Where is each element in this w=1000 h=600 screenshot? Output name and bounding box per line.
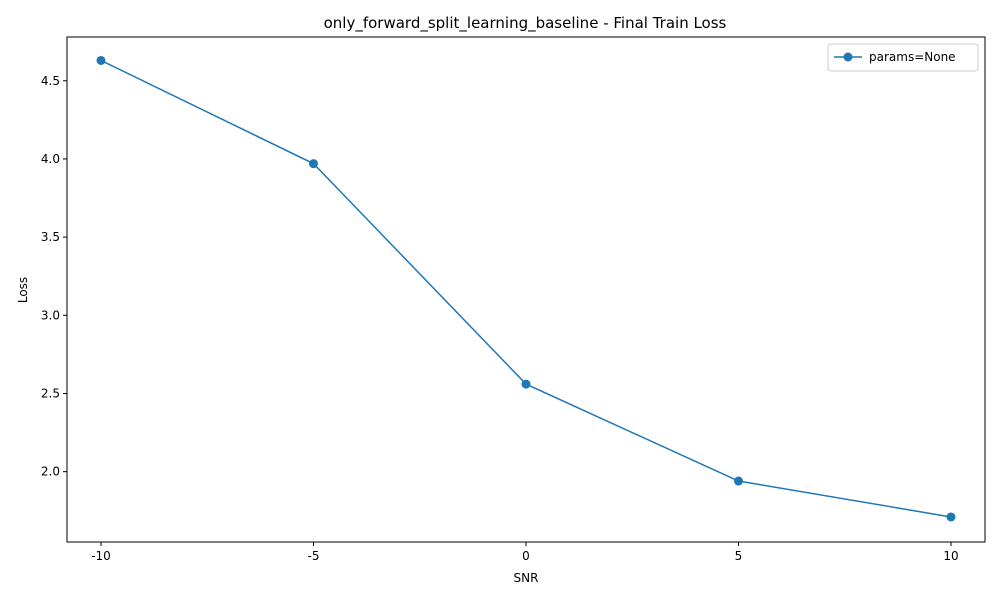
x-axis-label: SNR	[514, 571, 539, 585]
data-point	[521, 379, 531, 389]
x-tick-label: 0	[522, 549, 530, 563]
x-tick-label: 5	[735, 549, 743, 563]
y-tick-label: 4.0	[41, 152, 60, 166]
y-tick-label: 2.5	[41, 386, 60, 400]
x-tick-label: 10	[943, 549, 958, 563]
y-tick-label: 2.0	[41, 465, 60, 479]
y-tick-label: 4.5	[41, 74, 60, 88]
series-layer	[96, 55, 956, 522]
legend-marker-swatch	[843, 52, 853, 62]
legend: params=None	[827, 43, 979, 72]
x-axis-ticks: -10 -5 0 5 10	[91, 542, 959, 563]
x-tick-label: -5	[308, 549, 320, 563]
legend-box	[827, 43, 979, 72]
x-tick-label: -10	[91, 549, 111, 563]
data-point	[946, 512, 956, 522]
y-axis-label: Loss	[16, 277, 30, 303]
data-point	[309, 159, 318, 169]
y-axis-ticks: 2.0 2.5 3.0 3.5 4.0 4.5	[41, 74, 67, 479]
y-tick-label: 3.5	[41, 230, 60, 244]
data-point	[96, 55, 106, 65]
data-point	[734, 476, 743, 486]
chart-title: only_forward_split_learning_baseline - F…	[324, 14, 727, 33]
legend-label: params=None	[869, 50, 956, 64]
y-tick-label: 3.0	[41, 308, 60, 322]
